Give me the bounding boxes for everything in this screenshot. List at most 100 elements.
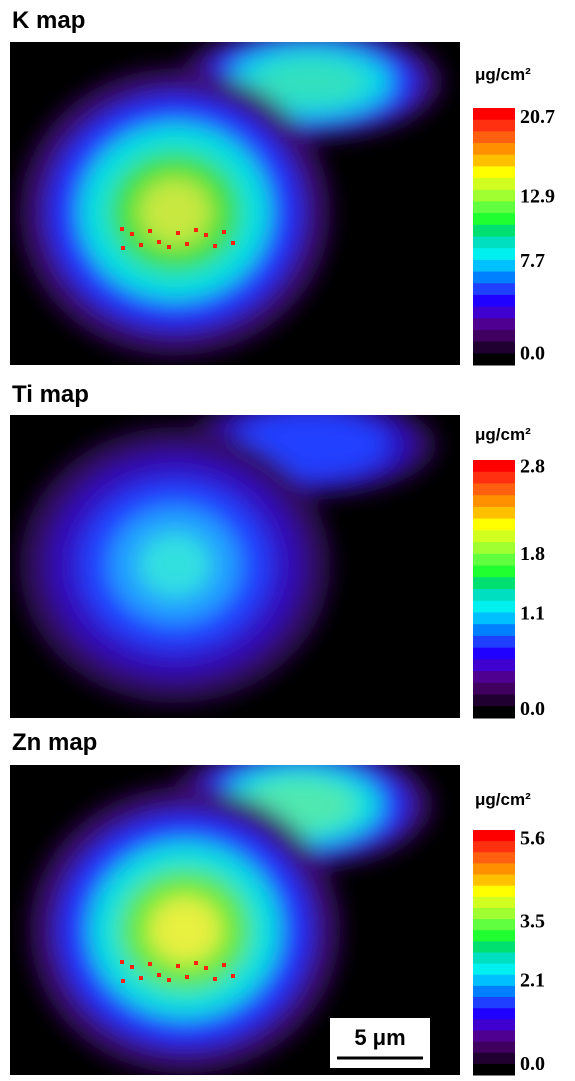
colorbar-step [473,178,515,191]
colorbar-step [473,841,515,853]
colorbar-step [473,1041,515,1054]
panel-title: K map [12,7,85,34]
colorbar-step [473,271,515,284]
colorbar-step [473,119,515,132]
colorbar-step [473,353,515,366]
colorbar-unit: μg/cm² [475,65,531,84]
colorbar-step [473,706,515,719]
hotspot [185,975,189,979]
colorbar-step [473,565,515,578]
colorbar-step [473,329,515,343]
colorbar-step [473,518,515,531]
colorbar-step [473,852,515,864]
colorbar-step [473,1008,515,1020]
colorbar-step [473,294,515,308]
intensity-region [138,532,212,598]
hotspot [157,240,161,244]
colorbar-label: 7.7 [520,250,545,272]
colorbar-step [473,108,515,121]
panel-title: Zn map [12,729,97,756]
hotspot [130,965,134,969]
colorbar-label: 2.1 [520,969,545,991]
hotspot [121,246,125,250]
hotspot [120,227,124,231]
hotspot [185,242,189,246]
colorbar-step [473,874,515,887]
hotspot [213,977,217,981]
colorbar-step [473,530,515,543]
intensity-region [253,57,367,107]
colorbar-unit: μg/cm² [475,425,531,444]
colorbar-step [473,930,515,942]
hotspot [194,961,198,965]
panel-title: Ti map [12,381,89,408]
colorbar-step [473,154,515,167]
colorbar-step [473,863,515,876]
colorbar-step [473,248,515,261]
colorbar-step [473,1052,515,1065]
hotspot [130,232,134,236]
colorbar-step [473,671,515,684]
colorbar-step [473,600,515,613]
colorbar-step [473,542,515,555]
map-image [29,765,433,1074]
map-blobs [19,415,437,703]
colorbar-step [473,941,515,953]
colorbar-step [473,830,515,842]
colorbar-label: 0.0 [520,698,545,720]
colorbar-label: 5.6 [520,827,545,849]
colorbar-label: 0.0 [520,1053,545,1075]
colorbar-step [473,963,515,976]
colorbar-step [473,659,515,672]
hotspot [120,960,124,964]
colorbar-step [473,985,515,998]
colorbar-step [473,460,515,473]
colorbar-step [473,495,515,508]
colorbar-step [473,624,515,637]
scale-bar-box [330,1018,430,1068]
colorbar-label: 1.1 [520,602,545,624]
colorbar-step [473,577,515,590]
intensity-region [148,896,222,964]
colorbar-step [473,236,515,249]
colorbar-step [473,553,515,567]
hotspot [167,978,171,982]
colorbar-step [473,166,515,179]
colorbar-step [473,885,515,898]
hotspot [167,245,171,249]
colorbar-step [473,318,515,331]
colorbar-step [473,201,515,214]
colorbar-step [473,283,515,296]
hotspot [231,974,235,978]
map-blobs [19,42,443,356]
hotspot [204,233,208,237]
colorbar-step [473,682,515,696]
colorbar-step [473,213,515,226]
hotspot [176,964,180,968]
colorbar-step [473,997,515,1009]
colorbar-step [473,143,515,156]
hotspot [213,244,217,248]
colorbar-step [473,471,515,484]
map-panel: K map μg/cm² 20.7 12.9 7.7 0.0 [10,7,555,366]
colorbar-step [473,341,515,354]
map-panel: Zn map μg/cm² 5.6 3.5 2.1 0.0 [10,729,545,1076]
colorbar-step [473,612,515,625]
colorbar-step [473,974,515,987]
hotspot [204,966,208,970]
colorbar-step [473,1030,515,1043]
hotspot [148,229,152,233]
colorbar-label: 2.8 [520,455,545,477]
hotspot [148,962,152,966]
colorbar-step [473,1019,515,1031]
hotspot [176,231,180,235]
colorbar-label: 3.5 [520,911,545,933]
scale-bar-label: 5 μm [354,1025,405,1050]
hotspot [222,230,226,234]
hotspot [222,963,226,967]
colorbar-unit: μg/cm² [475,790,531,809]
colorbar-step [473,224,515,237]
hotspot [139,243,143,247]
map-panel: Ti map μg/cm² 2.8 1.8 1.1 0.0 [10,381,545,720]
